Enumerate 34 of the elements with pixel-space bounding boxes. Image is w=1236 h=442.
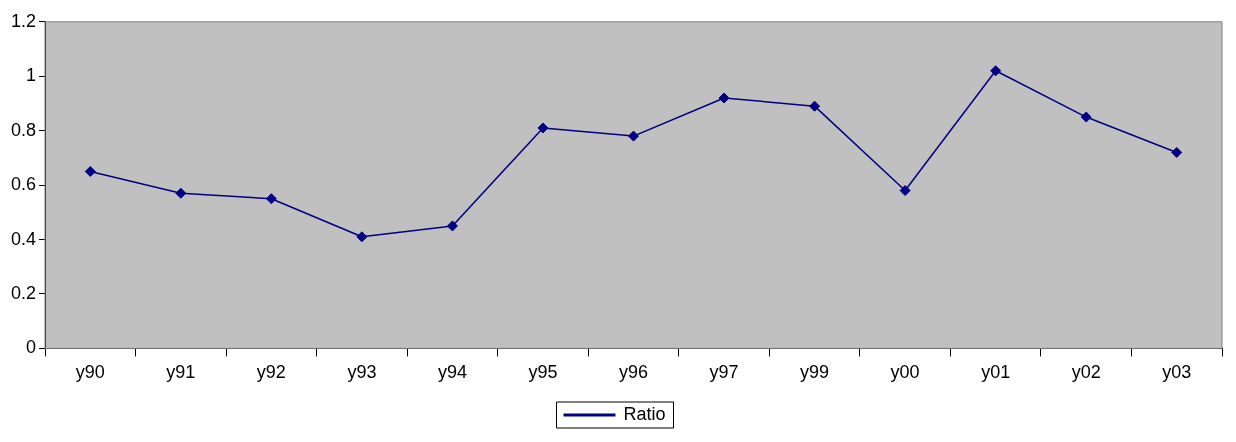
x-tick-label: y03	[1162, 362, 1192, 383]
x-tick-label: y96	[619, 362, 649, 383]
point	[628, 130, 640, 142]
y-tick-label: 0.6	[10, 174, 37, 195]
point	[84, 165, 96, 177]
y-tick-label: 1.2	[10, 10, 37, 31]
point	[265, 193, 277, 205]
x-tick-label: y01	[981, 362, 1011, 383]
legend-label: Ratio	[623, 403, 666, 424]
point	[175, 187, 187, 199]
point	[446, 220, 458, 232]
x-tick-label: y97	[709, 362, 739, 383]
point	[899, 185, 911, 197]
x-tick-label: y95	[528, 362, 558, 383]
x-tick-label: y99	[800, 362, 830, 383]
point	[809, 100, 821, 112]
point	[1080, 111, 1092, 123]
y-tick-label: 0.8	[10, 119, 37, 140]
y-tick-label: 0.2	[10, 282, 37, 303]
point	[356, 231, 368, 243]
x-tick-label: y91	[166, 362, 196, 383]
x-tick-label: y90	[75, 362, 105, 383]
point	[990, 65, 1002, 77]
y-tick-label: 1	[26, 65, 37, 86]
x-tick-label: y00	[890, 362, 920, 383]
point	[718, 92, 730, 104]
y-tick-label: 0	[26, 337, 37, 358]
point	[537, 122, 549, 134]
x-tick-label: y93	[347, 362, 377, 383]
y-tick-label: 0.4	[10, 228, 37, 249]
x-tick-label: y92	[256, 362, 286, 383]
point	[1171, 146, 1183, 158]
x-tick-label: y02	[1071, 362, 1101, 383]
x-tick-label: y94	[437, 362, 467, 383]
